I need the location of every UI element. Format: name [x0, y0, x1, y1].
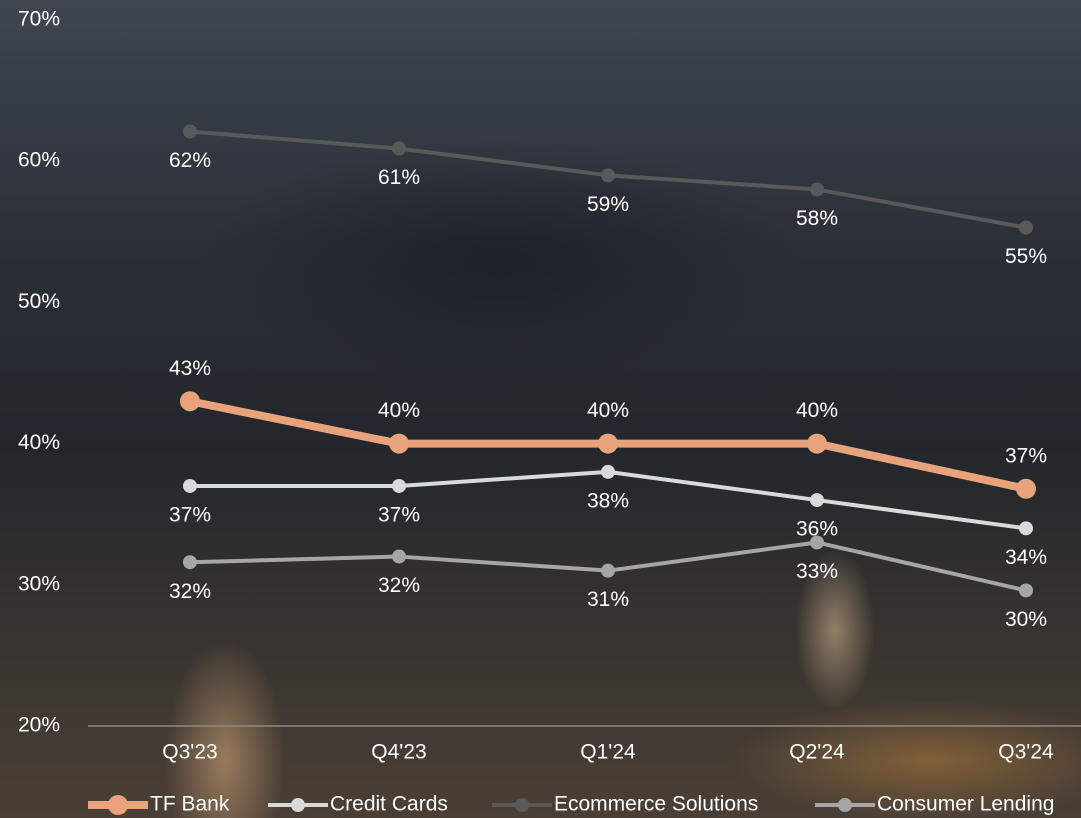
point [183, 125, 197, 139]
data-label: 32% [378, 574, 420, 597]
data-label: 55% [1005, 245, 1047, 268]
data-label: 31% [587, 588, 629, 611]
data-label: 40% [587, 399, 629, 422]
point [389, 434, 409, 454]
legend-label: TF Bank [150, 793, 230, 816]
point [392, 550, 406, 564]
point [180, 391, 200, 411]
data-label: 37% [378, 504, 420, 527]
legend-label: Consumer Lending [877, 793, 1054, 816]
x-tick-label: Q3'24 [998, 741, 1054, 764]
y-tick-label: 60% [18, 149, 60, 172]
point [1019, 221, 1033, 235]
y-tick-label: 50% [18, 290, 60, 313]
legend-label: Ecommerce Solutions [554, 793, 758, 816]
x-tick-label: Q3'23 [162, 741, 217, 764]
point [392, 479, 406, 493]
point [601, 564, 615, 578]
data-label: 59% [587, 193, 629, 216]
point [183, 555, 197, 569]
data-label: 37% [169, 504, 211, 527]
data-label: 34% [1005, 546, 1047, 569]
legend-swatch-marker [838, 798, 852, 812]
data-label: 32% [169, 580, 211, 603]
data-label: 61% [378, 166, 420, 189]
legend-swatch-marker [515, 798, 529, 812]
data-label: 40% [378, 399, 420, 422]
point [810, 182, 824, 196]
legend-swatch-marker [108, 795, 128, 815]
data-label: 37% [1005, 444, 1047, 467]
data-label: 62% [169, 149, 211, 172]
point [1019, 583, 1033, 597]
data-label: 40% [796, 399, 838, 422]
point [601, 168, 615, 182]
y-tick-label: 70% [18, 8, 60, 31]
point [1019, 521, 1033, 535]
x-tick-label: Q2'24 [789, 741, 845, 764]
point [1016, 479, 1036, 499]
data-label: 38% [587, 489, 629, 512]
point [601, 465, 615, 479]
point [810, 493, 824, 507]
point [810, 535, 824, 549]
point [807, 434, 827, 454]
data-label: 58% [796, 207, 838, 230]
legend-swatch-marker [291, 798, 305, 812]
data-label: 30% [1005, 608, 1047, 631]
chart-background: 20% 30% 40% 50% 60% 70% Q3'23 Q4'23 Q1'24 Q2'24 Q3… [0, 0, 1081, 818]
x-tick-label: Q4'23 [371, 741, 426, 764]
x-tick-label: Q1'24 [580, 741, 636, 764]
y-tick-label: 40% [18, 431, 60, 454]
point [598, 434, 618, 454]
data-label: 33% [796, 560, 838, 583]
legend-label: Credit Cards [330, 793, 448, 816]
y-tick-label: 30% [18, 572, 60, 595]
point [183, 479, 197, 493]
point [392, 141, 406, 155]
chart: 20% 30% 40% 50% 60% 70% Q3'23 Q4'23 Q1'24 Q2'24 Q3… [0, 0, 1081, 818]
y-tick-label: 20% [18, 714, 60, 737]
data-label: 43% [169, 357, 211, 380]
